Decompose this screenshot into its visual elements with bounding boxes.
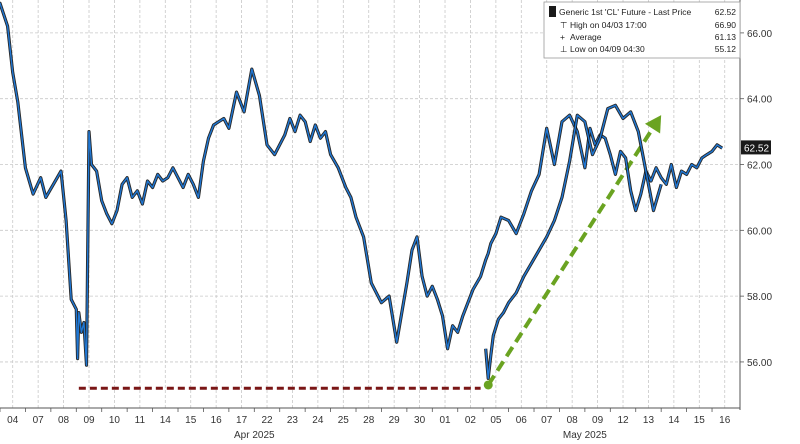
x-tick-label: 24 xyxy=(312,415,324,426)
high-icon: ⊤ xyxy=(560,20,568,30)
rebound-arrow-head xyxy=(644,115,662,134)
series-line xyxy=(0,2,723,366)
x-tick-labels: 04 07 08 09 10 11 14 15 16 17 22 23 24 25 28 29 30 01 02 05… xyxy=(0,408,731,441)
legend-box xyxy=(543,1,741,59)
x-tick-label: 09 xyxy=(83,415,95,426)
x-tick-label: 15 xyxy=(694,415,706,426)
x-tick-label: 04 xyxy=(7,415,19,426)
axes xyxy=(0,0,741,410)
legend-low-value: 55.12 xyxy=(715,44,737,54)
x-tick-label: 16 xyxy=(211,415,223,426)
x-tick-label: 13 xyxy=(643,415,655,426)
legend: Generic 1st 'CL' Future - Last Price 62.… xyxy=(543,1,741,59)
y-tick-label: 60.00 xyxy=(747,226,772,237)
x-tick-label: 05 xyxy=(490,415,502,426)
y-tick-label: 56.00 xyxy=(747,358,772,369)
x-tick-label: 07 xyxy=(33,415,45,426)
x-tick-label: 23 xyxy=(287,415,299,426)
legend-high-label: High on 04/03 17:00 xyxy=(570,20,647,30)
x-tick-label: 17 xyxy=(236,415,248,426)
x-tick-label: 30 xyxy=(414,415,426,426)
series-line xyxy=(485,104,662,380)
x-tick-label: 12 xyxy=(617,415,629,426)
x-month-label: May 2025 xyxy=(563,430,607,441)
x-tick-label: 10 xyxy=(109,415,121,426)
x-tick-label: 02 xyxy=(465,415,477,426)
x-tick-label: 15 xyxy=(185,415,197,426)
y-tick-labels: 56.00 58.00 60.00 62.00 64.00 66.00 xyxy=(740,29,772,369)
x-tick-label: 11 xyxy=(135,415,146,426)
y-tick-label: 64.00 xyxy=(747,95,772,106)
last-price-box xyxy=(741,140,771,155)
series-group xyxy=(0,1,724,380)
rebound-arrow-start xyxy=(483,380,493,390)
x-tick-label: 09 xyxy=(592,415,604,426)
y-tick-label: 58.00 xyxy=(747,292,772,303)
y-tick-label: 62.00 xyxy=(747,161,772,172)
legend-series-value: 62.52 xyxy=(715,7,737,17)
legend-average-label: Average xyxy=(570,32,602,42)
x-tick-label: 08 xyxy=(567,415,579,426)
legend-average-value: 61.13 xyxy=(715,32,737,42)
legend-series-swatch xyxy=(549,6,556,17)
last-price-marker: 62.52 xyxy=(741,140,771,155)
low-icon: ⊥ xyxy=(560,44,568,54)
legend-high-value: 66.90 xyxy=(715,20,737,30)
x-tick-label: 22 xyxy=(261,415,273,426)
annotations xyxy=(78,115,662,390)
x-tick-label: 14 xyxy=(160,415,172,426)
y-tick-label: 66.00 xyxy=(747,29,772,40)
legend-series-label: Generic 1st 'CL' Future - Last Price xyxy=(559,7,691,17)
x-tick-label: 25 xyxy=(338,415,350,426)
x-tick-label: 16 xyxy=(719,415,731,426)
legend-low-label: Low on 04/09 04:30 xyxy=(570,44,645,54)
x-month-label: Apr 2025 xyxy=(234,430,275,441)
last-price-label: 62.52 xyxy=(744,143,769,154)
x-tick-label: 14 xyxy=(668,415,680,426)
x-tick-label: 01 xyxy=(439,415,451,426)
average-icon: + xyxy=(560,32,565,42)
x-tick-label: 08 xyxy=(58,415,70,426)
x-tick-label: 28 xyxy=(363,415,375,426)
x-tick-label: 29 xyxy=(389,415,401,426)
x-tick-label: 06 xyxy=(516,415,528,426)
x-tick-label: 07 xyxy=(541,415,553,426)
